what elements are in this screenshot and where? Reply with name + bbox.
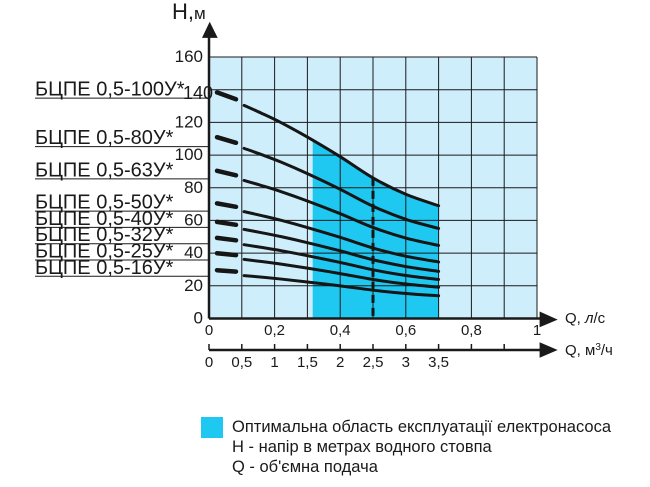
svg-text:Оптимальна область експлуатаці: Оптимальна область експлуатації електрон… [232,418,612,436]
svg-text:40: 40 [184,243,203,262]
svg-text:20: 20 [184,276,203,295]
svg-text:2,5: 2,5 [363,354,384,371]
svg-text:БЦПЕ 0,5-100У*: БЦПЕ 0,5-100У* [35,79,185,101]
svg-text:0: 0 [194,309,203,328]
svg-text:Q, л/с: Q, л/с [565,310,606,327]
svg-text:120: 120 [175,112,203,131]
svg-text:0,8: 0,8 [461,322,482,339]
svg-text:1: 1 [270,354,278,371]
svg-text:100: 100 [175,145,203,164]
svg-text:0,5: 0,5 [231,354,252,371]
svg-text:2: 2 [336,354,344,371]
svg-text:Q, м3/ч: Q, м3/ч [565,342,613,360]
svg-text:160: 160 [175,47,203,66]
svg-text:0,2: 0,2 [264,322,285,339]
svg-text:0,4: 0,4 [330,322,351,339]
svg-text:1,5: 1,5 [297,354,318,371]
svg-text:H - напір в метрах водного сто: H - напір в метрах водного стовпа [232,438,493,456]
svg-text:0: 0 [205,322,213,339]
svg-text:БЦПЕ 0,5-80У*: БЦПЕ 0,5-80У* [35,127,174,149]
svg-text:3: 3 [402,354,410,371]
svg-text:0,6: 0,6 [395,322,416,339]
svg-text:БЦПЕ 0,5-63У*: БЦПЕ 0,5-63У* [35,159,174,181]
svg-text:Q - об'ємна подача: Q - об'ємна подача [232,458,379,476]
svg-text:БЦПЕ 0,5-16У*: БЦПЕ 0,5-16У* [35,257,174,279]
svg-text:1: 1 [533,322,541,339]
svg-text:H,м: H,м [172,0,206,24]
svg-text:60: 60 [184,210,203,229]
svg-text:0: 0 [205,354,213,371]
svg-text:80: 80 [184,178,203,197]
svg-text:3,5: 3,5 [428,354,449,371]
